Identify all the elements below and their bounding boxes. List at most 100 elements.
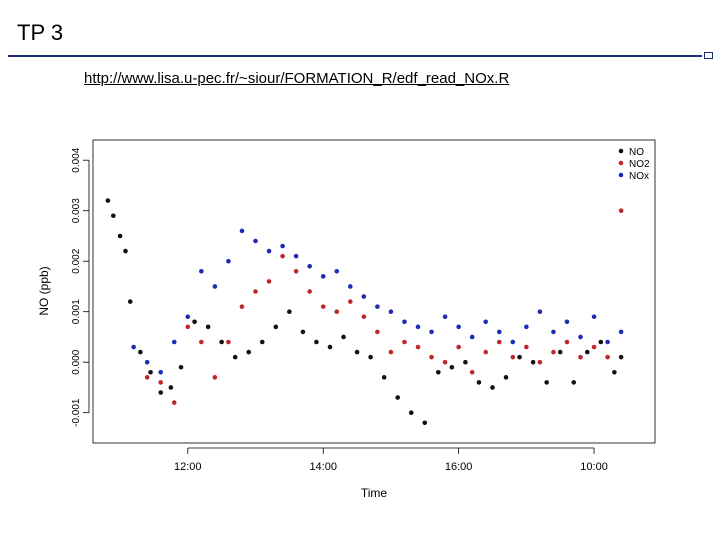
point-no: [381, 375, 387, 380]
x-tick-label: 12:00: [174, 461, 202, 473]
point-no2: [537, 359, 543, 365]
point-no2: [144, 375, 150, 380]
point-no2: [199, 339, 204, 345]
y-tick-label: 0.003: [71, 198, 82, 223]
point-nox: [388, 309, 394, 314]
point-no2: [429, 354, 434, 360]
point-nox: [578, 334, 583, 340]
point-no: [219, 339, 224, 345]
point-no: [598, 339, 604, 345]
point-nox: [158, 370, 164, 375]
point-no: [273, 324, 279, 330]
point-nox: [171, 339, 177, 345]
title-rule-bar: [8, 55, 702, 57]
point-nox: [348, 284, 353, 289]
point-no: [395, 395, 400, 400]
x-axis: 12:00 14:00 16:00 10:00: [174, 447, 608, 473]
point-nox: [293, 253, 299, 259]
point-no: [517, 354, 522, 360]
legend-marker: [618, 172, 624, 178]
point-no: [354, 349, 360, 355]
point-nox: [456, 324, 461, 330]
y-tick-label: -0.001: [71, 398, 82, 427]
point-no2: [253, 289, 258, 294]
plot-frame: [92, 139, 656, 444]
point-nox: [551, 329, 556, 335]
point-no: [368, 354, 373, 360]
point-no: [287, 309, 292, 314]
point-nox: [307, 263, 312, 269]
point-no: [612, 370, 617, 375]
point-no2: [239, 304, 245, 309]
point-no: [422, 420, 428, 426]
y-axis-label: NO (ppb): [37, 266, 51, 315]
legend-label: NOx: [629, 171, 649, 182]
point-no2: [442, 359, 448, 365]
point-no2: [415, 344, 421, 350]
point-no: [436, 370, 441, 375]
point-nox: [537, 309, 543, 314]
point-nox: [429, 329, 434, 335]
point-no2: [280, 253, 285, 259]
point-no: [503, 375, 509, 380]
point-no: [408, 410, 414, 416]
point-no: [463, 359, 468, 365]
point-nox: [618, 329, 624, 335]
point-no: [530, 359, 536, 365]
point-no2: [456, 344, 461, 350]
point-nox: [605, 339, 610, 345]
point-nox: [226, 258, 231, 264]
title-rule-box: [704, 52, 713, 59]
point-nox: [415, 324, 421, 330]
x-tick-label: 16:00: [445, 461, 473, 473]
y-tick-label: 0.000: [71, 349, 82, 374]
point-nox: [212, 284, 218, 289]
point-no2: [320, 304, 326, 309]
point-nox: [469, 334, 475, 340]
scatter-chart: -0.001 0.000 0.001 0.002 0.003 0.004 12:00 14:…: [37, 139, 656, 500]
point-nox: [144, 359, 150, 365]
point-no2: [348, 299, 353, 304]
point-no2: [524, 344, 529, 350]
point-nox: [131, 344, 136, 350]
script-url-link[interactable]: http://www.lisa.u-pec.fr/~siour/FORMATIO…: [84, 70, 510, 87]
point-no: [111, 213, 116, 219]
point-no2: [171, 400, 177, 405]
point-nox: [253, 238, 258, 244]
point-no2: [564, 339, 570, 345]
x-tick-label: 10:00: [580, 461, 608, 473]
point-no2: [388, 349, 394, 355]
point-nox: [402, 319, 407, 325]
point-no2: [185, 324, 191, 330]
point-no2: [605, 354, 610, 360]
point-no2: [483, 349, 489, 355]
point-no: [148, 370, 153, 375]
point-no: [232, 354, 238, 360]
point-no2: [293, 269, 299, 274]
point-no: [105, 198, 111, 203]
point-no2: [618, 208, 624, 213]
point-nox: [483, 319, 489, 325]
point-no2: [591, 344, 597, 350]
y-tick-label: 0.004: [71, 147, 82, 172]
point-no: [341, 334, 346, 340]
point-no: [449, 364, 455, 370]
point-no2: [361, 314, 367, 320]
point-no2: [402, 339, 407, 345]
point-nox: [266, 248, 272, 254]
point-no: [571, 380, 577, 385]
title-underline: [8, 52, 713, 59]
data-points: [105, 198, 624, 426]
point-nox: [320, 274, 326, 279]
point-no2: [551, 349, 556, 355]
point-no2: [226, 339, 231, 345]
point-nox: [510, 339, 516, 345]
point-nox: [564, 319, 570, 325]
point-no: [314, 339, 319, 345]
point-nox: [375, 304, 380, 309]
y-tick-label: 0.001: [71, 299, 82, 324]
point-nox: [199, 269, 204, 274]
point-no: [168, 385, 174, 390]
point-no: [618, 354, 624, 360]
